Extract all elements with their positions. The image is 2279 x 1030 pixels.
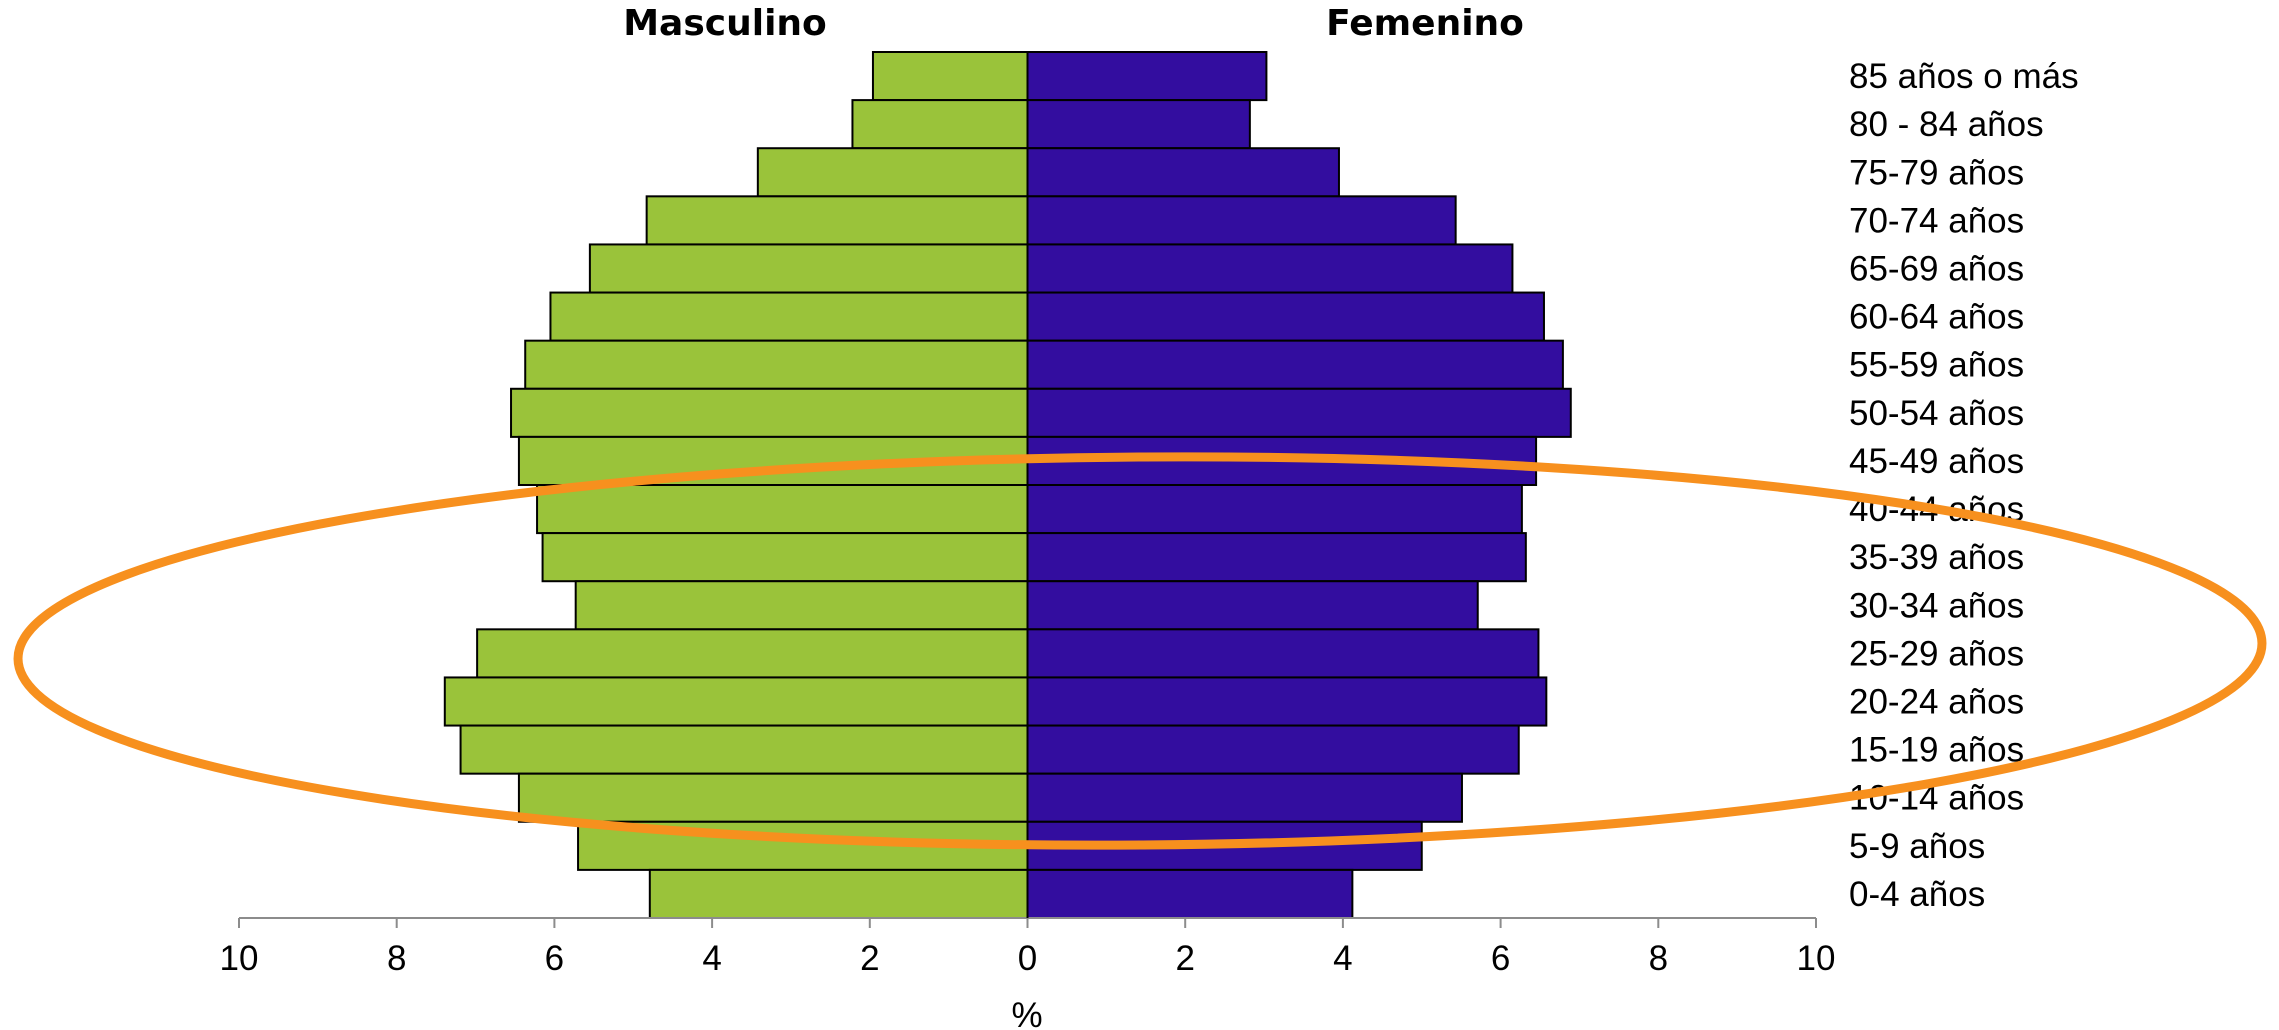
bar-femenino [1026,772,1463,823]
age-group-label: 45-49 años [1849,442,2024,481]
x-tick-label: 0 [1018,939,1037,978]
age-group-label: 50-54 años [1849,394,2024,433]
series-header-masculino: Masculino [623,3,827,44]
bars-group [443,51,1572,920]
age-group-labels: 85 años o más 80 - 84 años 75-79 años 70-74… [1849,57,2079,914]
bar-masculino [459,724,1029,775]
x-tick-label: 2 [860,939,879,978]
age-group-label: 25-29 años [1849,634,2024,673]
bar-femenino [1026,387,1572,438]
highlight-ellipse-group [13,452,2267,850]
bar-masculino [476,628,1029,679]
bar-femenino [1026,339,1564,390]
age-group-label: 85 años o más [1849,57,2079,96]
bar-femenino [1026,724,1520,775]
bar-masculino [588,243,1029,294]
x-tick-label: 4 [702,939,721,978]
age-group-label: 30-34 años [1849,586,2024,625]
age-group-label: 0-4 años [1849,875,1985,914]
bar-femenino [1026,484,1523,535]
bar-masculino [541,532,1029,583]
bar-femenino [1026,580,1479,631]
age-group-label: 75-79 años [1849,153,2024,192]
age-group-label: 60-64 años [1849,298,2024,337]
age-group-label: 15-19 años [1849,731,2024,770]
age-group-label: 65-69 años [1849,250,2024,289]
age-group-label: 35-39 años [1849,538,2024,577]
x-tick-label: 10 [1797,939,1836,978]
bar-femenino [1026,99,1251,150]
bar-masculino [549,291,1029,342]
bar-femenino [1026,676,1548,727]
bar-masculino [517,772,1029,823]
bar-masculino [756,147,1029,198]
bar-masculino [851,99,1029,150]
bar-femenino [1026,532,1527,583]
x-axis-label: % [1011,996,1042,1030]
age-group-label: 70-74 años [1849,201,2024,240]
bar-masculino [871,51,1029,102]
age-group-label: 20-24 años [1849,683,2024,722]
bar-femenino [1026,628,1540,679]
x-axis: 10 8 6 4 2 0 2 4 6 8 10 [220,52,1836,978]
bar-femenino [1026,147,1340,198]
bar-masculino [645,195,1029,246]
bar-femenino [1026,195,1457,246]
bar-femenino [1026,243,1514,294]
x-tick-label: 8 [1649,939,1668,978]
x-tick-label: 2 [1175,939,1194,978]
highlight-ellipse [13,452,2267,850]
bar-masculino [443,676,1029,727]
bar-masculino [524,339,1029,390]
age-group-label: 55-59 años [1849,346,2024,385]
bar-masculino [536,484,1029,535]
bar-femenino [1026,291,1545,342]
bar-masculino [574,580,1029,631]
age-group-label: 80 - 84 años [1849,105,2044,144]
bar-masculino [648,868,1029,920]
series-header-femenino: Femenino [1326,3,1524,44]
x-tick-label: 4 [1333,939,1352,978]
x-tick-label: 10 [220,939,259,978]
x-tick-label: 8 [387,939,406,978]
bar-femenino [1026,868,1354,920]
age-group-label: 5-9 años [1849,827,1985,866]
bar-masculino [510,387,1029,438]
x-tick-label: 6 [1491,939,1510,978]
bar-femenino [1026,51,1268,102]
x-tick-label: 6 [545,939,564,978]
